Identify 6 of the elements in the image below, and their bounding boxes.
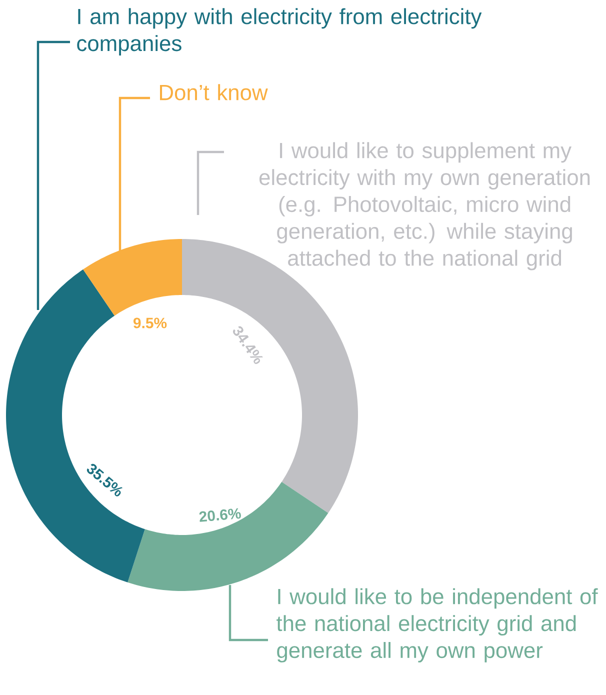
data-label: 20.6% <box>199 508 241 522</box>
data-label: 9.5% <box>133 318 167 328</box>
slice-label: I would like to supplement my electricity with my own generation (e.g. Photovoltaic, micro wind generation, etc.) while staying attached to the national grid <box>259 142 590 270</box>
slice-label: I am happy with electricity from electricity companies <box>77 8 482 56</box>
slice-label: Don’t know <box>160 84 268 100</box>
slice-label: I would like to be independent of the national electricity grid and generate all my own power <box>276 588 598 662</box>
